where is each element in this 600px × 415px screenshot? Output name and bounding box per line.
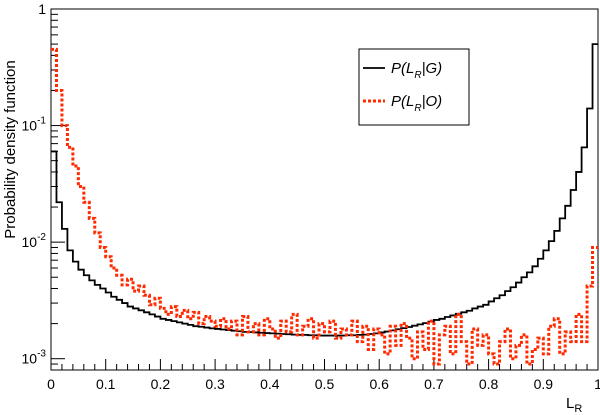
x-tick-label: 0.4 [260,376,280,392]
legend-label-tail: |G) [422,60,443,77]
legend-box [358,48,470,126]
y-tick-label-mantissa: 10 [22,118,38,134]
x-tick-label: 0.8 [479,376,499,392]
y-tick-label-mantissa: 10 [22,351,38,367]
y-tick-label: 10-2 [22,232,47,250]
series-1-line [51,47,598,366]
plot-frame [50,8,599,371]
x-axis-title: LR [566,395,582,415]
y-tick-label-exponent: -2 [37,232,46,243]
x-tick-label: 0.3 [205,376,225,392]
y-tick-label-mantissa: 10 [22,234,38,250]
legend-label-1: P(LR|O) [391,93,442,114]
y-axis-title: Probability density function [2,60,19,238]
axes: 0 0.1 0.2 0.3 0.4 0.5 0.6 0.7 0.8 0.9 1110-110-210… [22,1,600,392]
x-tick-label: 0.6 [369,376,389,392]
legend-label-main: P(L [391,60,414,77]
legend-label-subscript: R [414,70,421,81]
x-tick-label: 0 [47,376,55,392]
x-axis-title-main: L [566,395,574,412]
x-tick-label: 0.5 [315,376,335,392]
x-tick-label: 0.1 [96,376,116,392]
legend-label-main: P(L [391,93,414,110]
y-tick-label: 1 [38,1,46,17]
x-tick-label: 0.9 [534,376,554,392]
x-tick-label: 1 [594,376,600,392]
y-tick-label-exponent: -3 [37,349,46,360]
y-tick-label: 10-1 [22,116,47,134]
legend-label-0: P(LR|G) [391,60,442,81]
legend: P(LR|G)P(LR|O) [358,48,470,126]
legend-label-subscript: R [414,103,421,114]
x-tick-label: 0.2 [151,376,171,392]
series-layer [51,43,598,366]
series-0-line [51,43,598,337]
x-axis-title-subscript: R [574,403,582,415]
legend-label-tail: |O) [422,93,443,110]
y-tick-label: 10-3 [22,349,47,367]
x-tick-label: 0.7 [424,376,444,392]
y-tick-label-exponent: -1 [37,116,46,127]
